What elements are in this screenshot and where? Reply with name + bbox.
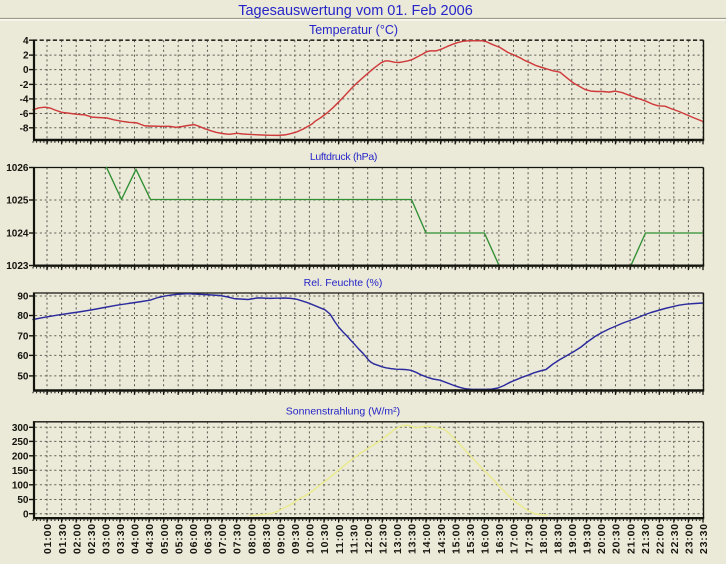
svg-text:08:00: 08:00 xyxy=(246,523,258,554)
svg-text:12:30: 12:30 xyxy=(378,523,390,554)
svg-text:21:00: 21:00 xyxy=(625,523,637,554)
svg-text:1026: 1026 xyxy=(6,163,29,174)
svg-text:15:30: 15:30 xyxy=(465,523,477,554)
svg-text:10:00: 10:00 xyxy=(305,523,317,554)
svg-text:250: 250 xyxy=(12,437,29,448)
svg-text:11:00: 11:00 xyxy=(334,524,346,554)
svg-text:Sonnenstrahlung (W/m²): Sonnenstrahlung (W/m²) xyxy=(286,406,400,418)
svg-text:11:30: 11:30 xyxy=(348,524,360,554)
svg-text:02:30: 02:30 xyxy=(86,523,98,554)
svg-text:50: 50 xyxy=(17,495,29,506)
svg-text:4: 4 xyxy=(23,36,29,47)
svg-text:200: 200 xyxy=(12,451,29,462)
svg-text:07:00: 07:00 xyxy=(217,523,229,554)
svg-text:1025: 1025 xyxy=(6,196,29,207)
svg-text:15:00: 15:00 xyxy=(450,523,462,554)
svg-text:150: 150 xyxy=(12,466,29,477)
svg-text:23:00: 23:00 xyxy=(684,523,696,554)
svg-text:-2: -2 xyxy=(20,80,29,91)
svg-text:Temperatur (°C): Temperatur (°C) xyxy=(309,23,398,37)
svg-text:20:00: 20:00 xyxy=(596,523,608,554)
svg-text:23:30: 23:30 xyxy=(698,523,710,554)
svg-text:60: 60 xyxy=(17,351,29,362)
svg-text:05:00: 05:00 xyxy=(159,523,171,554)
svg-text:2: 2 xyxy=(23,51,29,62)
svg-text:22:00: 22:00 xyxy=(655,523,667,554)
svg-text:09:30: 09:30 xyxy=(290,523,302,554)
svg-text:70: 70 xyxy=(17,331,29,342)
svg-text:04:30: 04:30 xyxy=(144,523,156,554)
svg-text:13:30: 13:30 xyxy=(407,523,419,554)
svg-text:13:00: 13:00 xyxy=(392,523,404,554)
svg-text:0: 0 xyxy=(23,65,29,76)
svg-text:80: 80 xyxy=(17,311,29,322)
svg-text:16:30: 16:30 xyxy=(494,523,506,554)
svg-text:18:30: 18:30 xyxy=(552,523,564,554)
svg-text:04:00: 04:00 xyxy=(130,523,142,554)
svg-text:Rel. Feuchte (%): Rel. Feuchte (%) xyxy=(304,277,383,289)
svg-text:Luftdruck (hPa): Luftdruck (hPa) xyxy=(310,151,377,163)
svg-text:06:00: 06:00 xyxy=(188,523,200,554)
svg-text:19:30: 19:30 xyxy=(582,523,594,554)
svg-text:07:30: 07:30 xyxy=(232,523,244,554)
svg-text:06:30: 06:30 xyxy=(203,523,215,554)
svg-text:1024: 1024 xyxy=(6,229,29,240)
svg-text:19:00: 19:00 xyxy=(567,523,579,554)
svg-text:Tagesauswertung vom 01. Feb 20: Tagesauswertung vom 01. Feb 2006 xyxy=(238,3,473,19)
svg-text:-6: -6 xyxy=(20,109,29,120)
svg-text:01:30: 01:30 xyxy=(57,523,69,554)
svg-text:50: 50 xyxy=(17,372,29,383)
svg-text:02:00: 02:00 xyxy=(71,523,83,554)
svg-text:01:00: 01:00 xyxy=(42,523,54,554)
svg-text:18:00: 18:00 xyxy=(538,523,550,554)
svg-text:03:00: 03:00 xyxy=(101,523,113,554)
svg-text:17:30: 17:30 xyxy=(523,523,535,554)
svg-text:10:30: 10:30 xyxy=(319,523,331,554)
svg-text:0: 0 xyxy=(23,509,29,520)
svg-text:12:00: 12:00 xyxy=(363,523,375,554)
svg-text:08:30: 08:30 xyxy=(261,523,273,554)
svg-text:-8: -8 xyxy=(20,123,29,134)
svg-text:21:30: 21:30 xyxy=(640,523,652,554)
svg-text:14:30: 14:30 xyxy=(436,523,448,554)
svg-text:14:00: 14:00 xyxy=(421,523,433,554)
svg-text:100: 100 xyxy=(12,480,29,491)
svg-text:17:00: 17:00 xyxy=(509,523,521,554)
svg-text:22:30: 22:30 xyxy=(669,523,681,554)
svg-text:03:30: 03:30 xyxy=(115,523,127,554)
svg-text:09:00: 09:00 xyxy=(275,523,287,554)
svg-text:20:30: 20:30 xyxy=(611,523,623,554)
svg-text:05:30: 05:30 xyxy=(173,523,185,554)
svg-text:1023: 1023 xyxy=(6,261,29,272)
svg-text:-4: -4 xyxy=(20,95,29,106)
svg-text:90: 90 xyxy=(17,292,29,303)
svg-text:16:00: 16:00 xyxy=(480,523,492,554)
svg-text:300: 300 xyxy=(12,423,29,434)
